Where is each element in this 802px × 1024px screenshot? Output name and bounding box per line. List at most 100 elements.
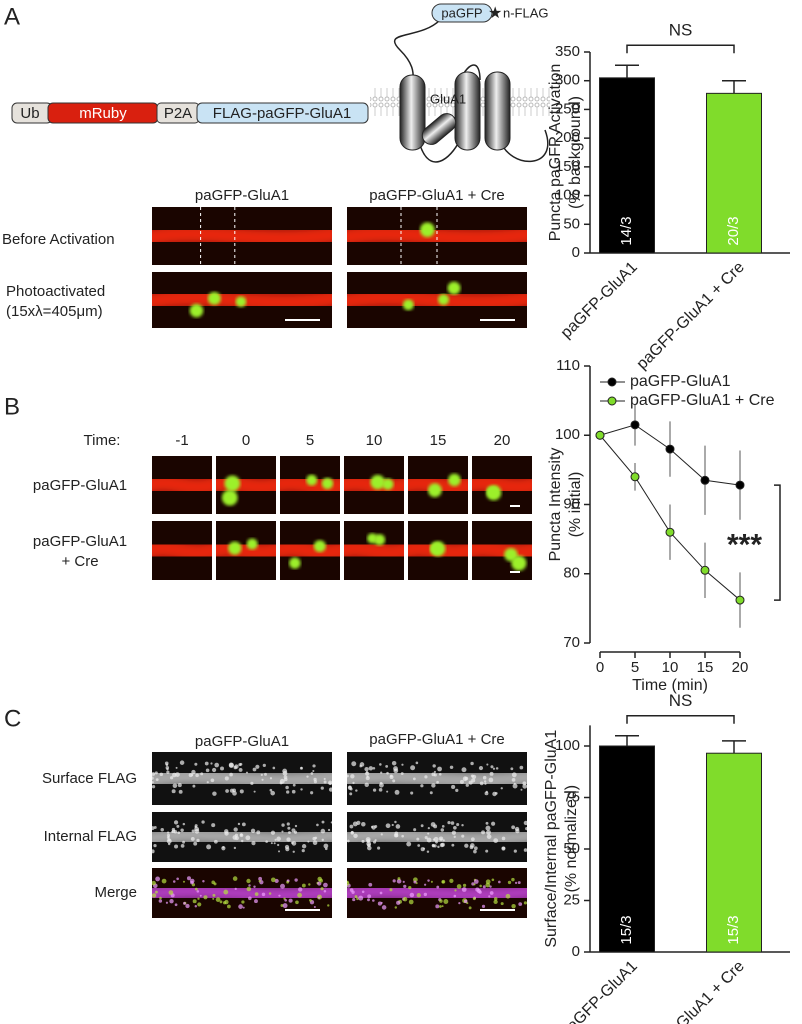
speckle: [224, 776, 229, 781]
speckle: [313, 780, 317, 784]
dendrite: [347, 825, 527, 849]
speckle: [221, 846, 226, 851]
speckle: [252, 767, 257, 772]
image-content: [347, 281, 527, 314]
speckle: [310, 772, 314, 775]
speckle: [194, 905, 198, 908]
speckle: [517, 881, 521, 885]
speckle: [237, 822, 241, 826]
row-label: Before Activation: [2, 231, 115, 248]
panel-label: B: [4, 393, 20, 420]
speckle: [473, 879, 479, 884]
speckle: [199, 894, 202, 897]
micrograph: [347, 272, 527, 328]
image-content: [152, 471, 212, 499]
column-label: paGFP-GluA1: [195, 733, 289, 750]
speckle: [261, 892, 266, 897]
y-tick-label: 350: [555, 43, 580, 60]
speckle: [391, 823, 394, 827]
speckle: [192, 784, 196, 788]
speckle: [377, 846, 381, 850]
speckle: [518, 902, 523, 906]
speckle: [427, 879, 430, 882]
speckle: [278, 894, 281, 897]
speckle: [367, 898, 370, 902]
speckle: [493, 899, 498, 905]
speckle: [178, 789, 183, 794]
speckle: [432, 764, 436, 768]
speckle: [214, 762, 220, 768]
y-axis-label: Surface/Internal paGFP-GluA1: [543, 730, 560, 948]
speckle: [273, 842, 276, 845]
speckle: [511, 772, 517, 778]
image-content: [408, 471, 468, 499]
annotation: NS: [669, 21, 693, 40]
speckle: [197, 897, 200, 900]
speckle: [233, 846, 237, 850]
speckle: [485, 821, 489, 825]
speckle: [321, 820, 325, 824]
speckle: [442, 839, 445, 842]
helix: [421, 113, 457, 145]
speckle: [358, 895, 364, 901]
segment: [196, 102, 369, 124]
speckle: [298, 887, 303, 892]
speckle: [212, 893, 216, 897]
x-tick-label: paGFP-GluA1 + Cre: [634, 259, 748, 373]
speckle: [320, 887, 324, 891]
speckle: [437, 766, 442, 772]
speckle: [408, 899, 414, 905]
n-label: 15/3: [725, 915, 742, 944]
puncta: [430, 542, 443, 555]
speckle: [313, 905, 316, 908]
speckle: [196, 890, 200, 893]
speckle: [233, 765, 238, 770]
speckle: [368, 766, 373, 771]
speckle: [206, 844, 212, 850]
speckle: [154, 771, 158, 775]
speckle: [194, 828, 200, 834]
helix: [454, 71, 481, 151]
speckle: [500, 787, 503, 790]
speckle: [492, 767, 496, 770]
speckle: [424, 836, 428, 840]
speckle: [491, 821, 496, 826]
image-content: [472, 536, 532, 571]
speckle: [278, 850, 281, 853]
speckle: [489, 891, 494, 895]
speckle: [248, 896, 252, 901]
speckle: [515, 828, 520, 834]
speckle: [396, 900, 401, 905]
micrograph: [152, 207, 332, 265]
speckle: [250, 828, 256, 834]
speckle: [323, 882, 328, 888]
speckle: [301, 849, 305, 853]
x-tick-label: 0: [596, 659, 604, 676]
speckle: [176, 824, 180, 828]
speckle: [430, 822, 436, 827]
speckle: [402, 880, 405, 883]
speckle: [317, 896, 321, 899]
speckle: [441, 880, 445, 884]
speckle: [451, 830, 457, 835]
speckle: [279, 778, 285, 784]
column-label: paGFP-GluA1 + Cre: [369, 731, 504, 748]
dendrite: [280, 471, 340, 499]
puncta: [321, 477, 334, 490]
speckle: [167, 835, 170, 838]
speckle: [391, 760, 397, 766]
speckle: [182, 840, 186, 844]
speckle: [200, 772, 204, 776]
speckle: [182, 822, 186, 826]
puncta: [486, 485, 502, 501]
y-tick-label: 250: [555, 100, 580, 117]
speckle: [152, 781, 154, 784]
time-label: Time:: [84, 432, 121, 449]
speckle: [239, 833, 244, 838]
speckle: [168, 890, 174, 895]
speckle: [364, 782, 369, 788]
speckle: [505, 893, 511, 899]
speckle: [327, 904, 330, 907]
puncta: [370, 474, 385, 490]
